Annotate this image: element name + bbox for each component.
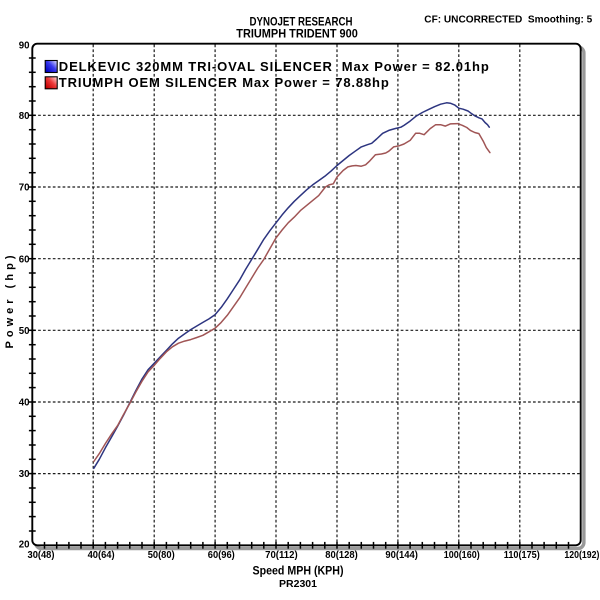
svg-text:40(64): 40(64) <box>88 550 115 561</box>
svg-text:CF: UNCORRECTED Smoothing: 5: CF: UNCORRECTED Smoothing: 5 <box>424 13 592 25</box>
svg-text:120(192): 120(192) <box>564 550 599 561</box>
svg-text:80: 80 <box>19 111 30 122</box>
svg-text:100(160): 100(160) <box>444 550 480 561</box>
svg-text:DELKEVIC 320MM TRI-OVAL SILENC: DELKEVIC 320MM TRI-OVAL SILENCER Max Pow… <box>59 59 489 74</box>
svg-text:TRIUMPH OEM SILENCER Max Power: TRIUMPH OEM SILENCER Max Power = 78.88hp <box>59 75 389 90</box>
svg-text:70: 70 <box>19 183 30 194</box>
svg-text:DYNOJET RESEARCH: DYNOJET RESEARCH <box>250 15 353 29</box>
svg-text:PR2301: PR2301 <box>279 578 317 590</box>
svg-text:70(112): 70(112) <box>265 550 298 561</box>
svg-text:90(144): 90(144) <box>385 550 418 561</box>
svg-text:90: 90 <box>19 41 30 52</box>
svg-text:110(175): 110(175) <box>504 550 540 561</box>
svg-text:Power (hp): Power (hp) <box>4 255 16 348</box>
svg-text:40: 40 <box>19 398 30 409</box>
svg-text:50: 50 <box>19 326 30 337</box>
svg-text:50(80): 50(80) <box>148 550 175 561</box>
svg-text:30: 30 <box>19 469 30 480</box>
svg-text:20: 20 <box>19 540 30 551</box>
svg-text:60(96): 60(96) <box>208 550 235 561</box>
svg-text:Speed MPH (KPH): Speed MPH (KPH) <box>253 566 344 578</box>
svg-text:80(128): 80(128) <box>325 550 358 561</box>
svg-text:60: 60 <box>19 254 30 265</box>
svg-text:TRIUMPH TRIDENT 900: TRIUMPH TRIDENT 900 <box>236 27 358 41</box>
svg-text:30(48): 30(48) <box>28 550 55 561</box>
